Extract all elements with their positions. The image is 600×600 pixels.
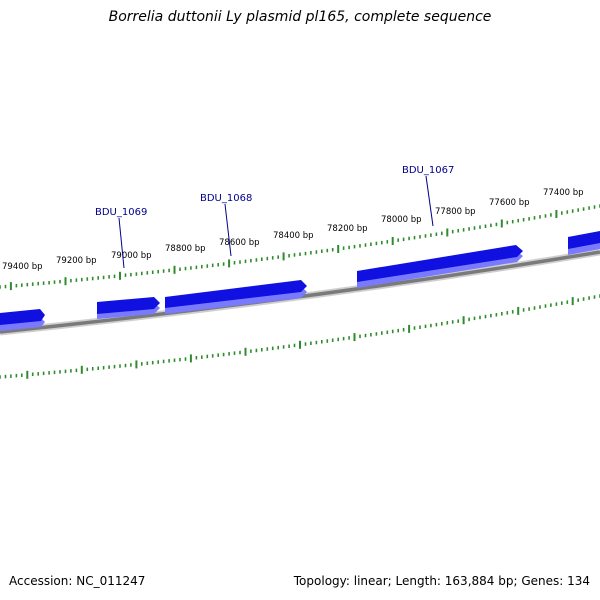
map-title: Borrelia duttonii Ly plasmid pl165, comp… <box>108 9 492 25</box>
scale-ticks-upper <box>0 204 600 291</box>
tick-label-79000: 79000 bp <box>111 251 152 261</box>
gene-arrows <box>0 231 600 331</box>
gene-label-line-bdu-1068 <box>224 203 232 257</box>
gene-label-bdu-1069[interactable]: BDU_1069 <box>95 207 147 218</box>
tick-label-78600: 78600 bp <box>219 238 260 248</box>
gene-arrow-bdu-1068[interactable] <box>165 280 307 314</box>
sequence-backbone-core <box>0 250 600 334</box>
tick-label-78800: 78800 bp <box>165 244 206 254</box>
gene-label-bdu-1067[interactable]: BDU_1067 <box>402 165 454 176</box>
tick-labels: 79400 bp 79200 bp 79000 bp 78800 bp 7860… <box>2 188 584 272</box>
gene-arrow-right-edge[interactable] <box>568 231 600 255</box>
tick-label-77400: 77400 bp <box>543 188 584 198</box>
accession-label: Accession: NC_011247 <box>9 574 146 588</box>
tick-label-77800: 77800 bp <box>435 207 476 217</box>
gene-arrow-bdu-1067[interactable] <box>357 245 523 288</box>
gene-arrow-bdu-1069[interactable] <box>97 297 160 319</box>
scale-ticks-lower <box>0 294 600 379</box>
gene-label-line-bdu-1067 <box>425 175 434 227</box>
tick-label-79200: 79200 bp <box>56 256 97 266</box>
gene-arrow-left-edge[interactable] <box>0 309 45 331</box>
tick-label-78400: 78400 bp <box>273 231 314 241</box>
tick-label-78000: 78000 bp <box>381 215 422 225</box>
tick-label-79400: 79400 bp <box>2 262 43 272</box>
tick-label-78200: 78200 bp <box>327 224 368 234</box>
tick-label-77600: 77600 bp <box>489 198 530 208</box>
gene-label-line-bdu-1069 <box>118 217 125 269</box>
gene-label-bdu-1068[interactable]: BDU_1068 <box>200 193 252 204</box>
topology-summary: Topology: linear; Length: 163,884 bp; Ge… <box>293 574 590 588</box>
